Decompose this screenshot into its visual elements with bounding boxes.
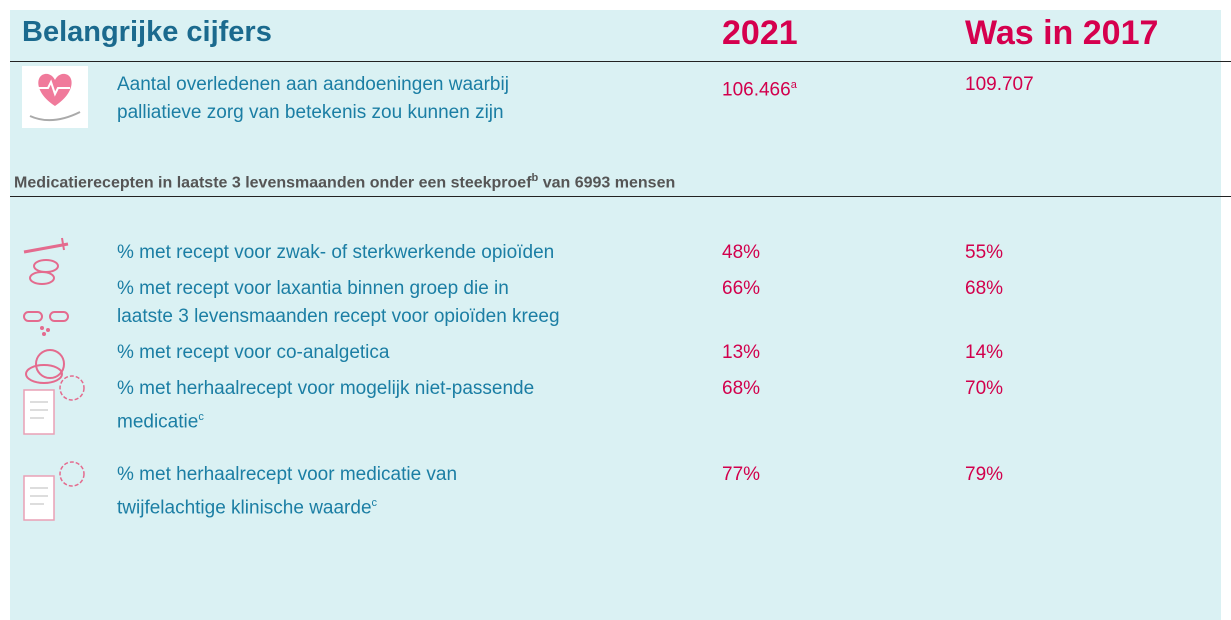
row-label: % met herhaalrecept voor mogelijk niet-p… (117, 375, 534, 436)
section-heading: Medicatierecepten in laatste 3 levensmaa… (14, 172, 675, 192)
value: 66% (722, 278, 761, 299)
row-label: Aantal overledenen aan aandoeningen waar… (117, 71, 509, 127)
label-line: % met herhaalrecept voor mogelijk niet-p… (117, 375, 534, 403)
prescription-icon (23, 375, 85, 435)
label-text: % met herhaalrecept voor medicatie van (117, 464, 458, 485)
label-text: % met recept voor co-analgetica (117, 342, 390, 363)
footnote-mark: c (371, 497, 378, 509)
section-text: van 6993 mensen (538, 174, 676, 192)
value: 109.707 (965, 74, 1034, 95)
heart-icon (22, 66, 88, 128)
value: 68% (965, 278, 1004, 299)
value: 14% (965, 342, 1004, 363)
label-text: % met recept voor zwak- of sterkwerkende… (117, 242, 555, 263)
footnote-mark: b (531, 172, 539, 184)
section-text: Medicatierecepten in laatste 3 levensmaa… (14, 174, 532, 192)
label-line: twijfelachtige klinische waardec (117, 489, 457, 522)
label-text: laatste 3 levensmaanden recept voor opio… (117, 306, 560, 327)
label-line: % met herhaalrecept voor medicatie van (117, 461, 457, 489)
row-label: % met recept voor laxantia binnen groep … (117, 275, 560, 331)
footnote-mark: a (790, 79, 797, 91)
row-label: % met herhaalrecept voor medicatie van tw… (117, 461, 457, 522)
rule (10, 61, 1231, 62)
label-text: medicatie (117, 411, 199, 433)
label-line: palliatieve zorg van betekenis zou kunne… (117, 102, 504, 123)
value: 55% (965, 242, 1004, 263)
title: Belangrijke cijfers (22, 16, 272, 48)
value: 77% (722, 464, 761, 485)
row-label: % met recept voor co-analgetica (117, 339, 389, 367)
value: 70% (965, 378, 1004, 399)
footnote-mark: c (198, 411, 204, 423)
column-header: Was in 2017 (965, 14, 1159, 52)
capsule-icon (23, 311, 69, 336)
prescription-icon (23, 461, 85, 521)
label-text: % met recept voor laxantia binnen groep … (117, 278, 509, 299)
column-header: 2021 (722, 14, 798, 52)
label-line: % met recept voor zwak- of sterkwerkende… (117, 239, 554, 267)
value: 106.466a (722, 71, 797, 104)
label-line: laatste 3 levensmaanden recept voor opio… (117, 303, 560, 331)
tablet-icon (25, 349, 65, 384)
rule (10, 196, 1231, 197)
value: 79% (965, 464, 1004, 485)
label-line: Aantal overledenen aan aandoeningen waar… (117, 74, 509, 95)
label-text: % met herhaalrecept voor mogelijk niet-p… (117, 378, 535, 399)
value-text: 106.466 (722, 79, 791, 101)
value: 68% (722, 378, 761, 399)
value: 13% (722, 342, 761, 363)
panel (10, 10, 1221, 620)
label-line: % met recept voor laxantia binnen groep … (117, 275, 560, 303)
label-line: medicatiec (117, 403, 534, 436)
syringe-icon (23, 237, 69, 285)
value: 48% (722, 242, 761, 263)
row-label: % met recept voor zwak- of sterkwerkende… (117, 239, 554, 267)
label-text: twijfelachtige klinische waarde (117, 497, 372, 519)
label-line: % met recept voor co-analgetica (117, 339, 389, 367)
